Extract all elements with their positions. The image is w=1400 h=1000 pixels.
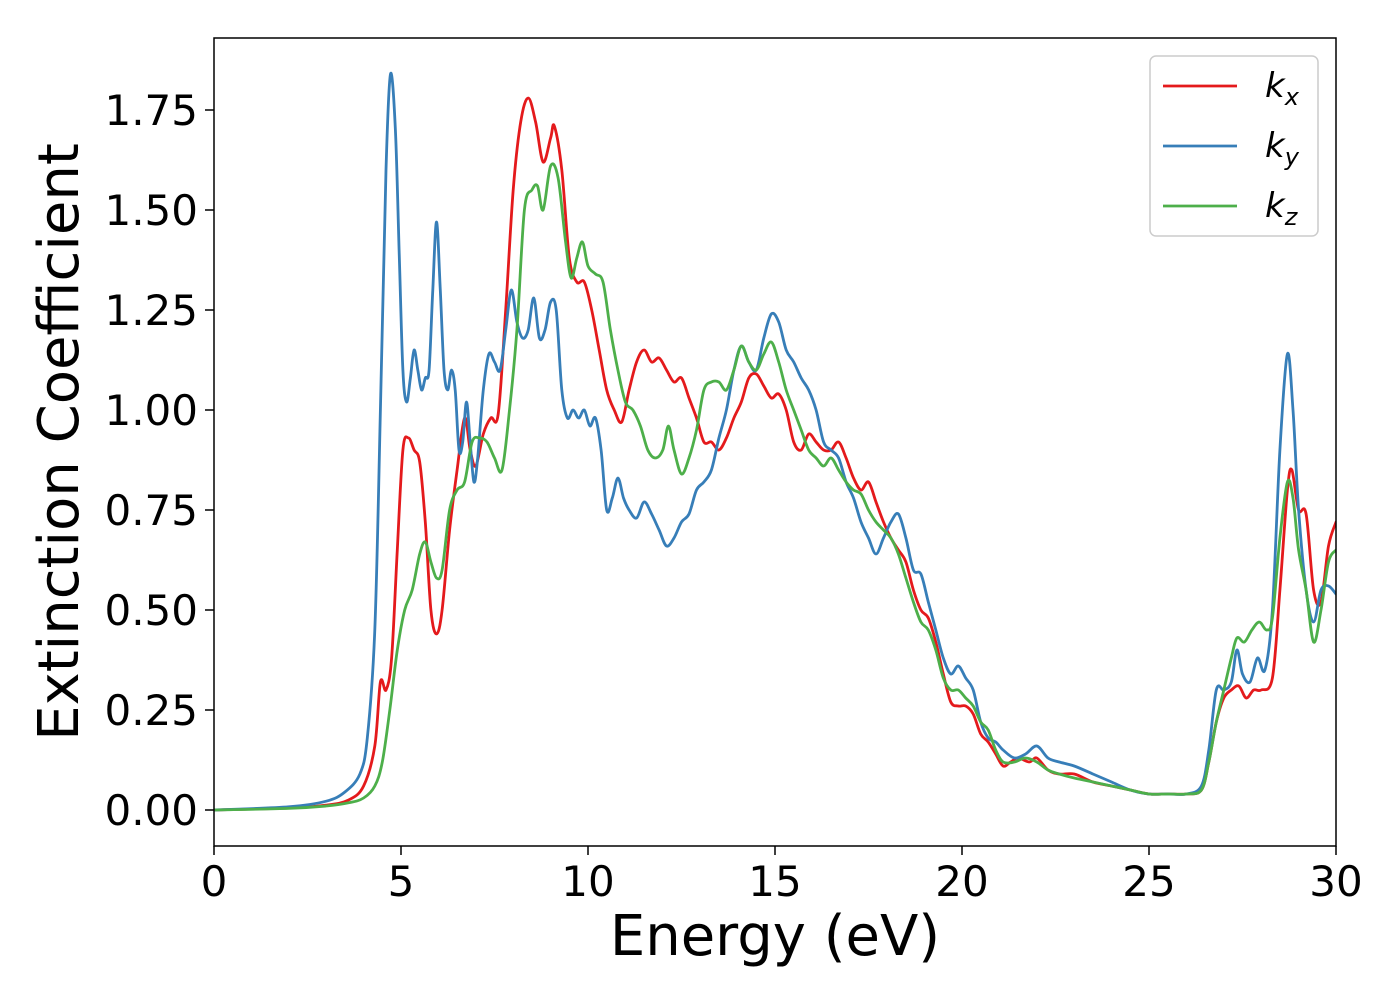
x-tick-label: 20 — [935, 857, 988, 906]
legend-label: kx — [1265, 66, 1300, 111]
series-line-k-z — [214, 162, 1336, 812]
legend-label-base: k — [1265, 186, 1286, 226]
y-tick-label: 1.25 — [104, 286, 198, 335]
y-tick-label: 1.75 — [104, 86, 198, 135]
legend-label-subscript: x — [1284, 83, 1300, 111]
y-axis-title: Extinction Coefficient — [27, 143, 92, 741]
y-tick-label: 1.50 — [104, 186, 198, 235]
legend-label-base: k — [1265, 66, 1286, 106]
x-tick-label: 5 — [388, 857, 415, 906]
x-tick-label: 10 — [561, 857, 614, 906]
x-tick-label: 30 — [1309, 857, 1362, 906]
y-tick-label: 0.25 — [104, 686, 198, 735]
y-tick-label: 0.75 — [104, 486, 198, 535]
x-tick-label: 15 — [748, 857, 801, 906]
x-tick-label: 0 — [201, 857, 228, 906]
y-tick-label: 0.00 — [104, 786, 198, 835]
x-tick-label: 25 — [1122, 857, 1175, 906]
series-lines — [214, 71, 1336, 812]
x-axis: 0 5 10 15 20 25 30 — [201, 846, 1363, 906]
y-tick-label: 0.50 — [104, 586, 198, 635]
y-axis: 0.00 0.25 0.50 0.75 1.00 1.25 1.50 1.75 — [104, 86, 214, 835]
x-axis-title: Energy (eV) — [610, 904, 940, 969]
y-tick-label: 1.00 — [104, 386, 198, 435]
legend-label-subscript: z — [1284, 203, 1299, 231]
legend-label: kz — [1265, 186, 1299, 231]
legend-label-base: k — [1265, 126, 1286, 166]
legend-label: ky — [1265, 126, 1300, 171]
legend-label-subscript: y — [1284, 143, 1300, 171]
